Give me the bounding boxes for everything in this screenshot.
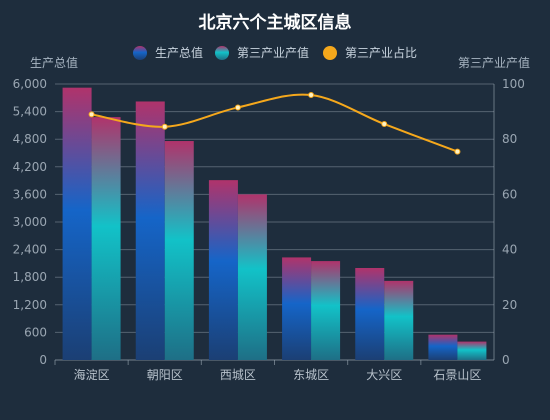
y-tick-left: 3,000 [13,215,47,229]
y-axis-left-ticks: 0 600 1,200 1,800 2,400 3,000 3,600 4,200 4,800 5… [13,77,47,367]
y-tick-left: 4,200 [13,160,47,174]
legend-label-gdp[interactable]: 生产总值 [155,45,203,60]
bar-gdp[interactable] [208,180,238,360]
bars [62,87,487,361]
ratio-point[interactable] [454,148,461,155]
bar-gdp[interactable] [428,334,458,360]
y-tick-left: 6,000 [13,77,47,91]
bar-gdp[interactable] [282,257,312,360]
bar-tertiary[interactable] [237,194,267,360]
x-tick-label: 大兴区 [366,368,402,382]
y-axis-right-ticks: 0 20 40 60 80 100 [502,77,525,367]
y-tick-right: 0 [502,353,510,367]
y-tick-right: 80 [502,132,517,146]
bar-tertiary[interactable] [311,261,341,360]
y-axis-left-label: 生产总值 [30,55,78,70]
bar-tertiary[interactable] [91,117,121,361]
bar-tertiary[interactable] [457,341,487,360]
bar-tertiary[interactable] [164,141,194,360]
bar-tertiary[interactable] [384,280,414,360]
x-tick-label: 朝阳区 [147,368,183,382]
legend-marker-ratio[interactable] [323,46,337,60]
chart-title: 北京六个主城区信息 [199,12,352,33]
y-tick-left: 5,400 [13,105,47,119]
bar-gdp[interactable] [62,87,92,361]
y-tick-left: 600 [24,325,47,339]
grid-lines [55,83,495,361]
bar-gdp[interactable] [355,268,385,360]
y-tick-left: 1,200 [13,298,47,312]
x-tick-label: 东城区 [293,368,329,382]
ratio-line-path [91,93,458,153]
ratio-point[interactable] [88,111,95,118]
bar-gdp[interactable] [135,101,165,360]
x-tick-label: 西城区 [220,368,256,382]
ratio-point[interactable] [381,121,388,128]
y-tick-right: 40 [502,243,517,257]
ratio-line [88,92,461,155]
y-tick-right: 20 [502,298,517,312]
y-axis-right-label: 第三产业产值 [458,55,530,70]
y-tick-left: 2,400 [13,243,47,257]
y-tick-left: 1,800 [13,270,47,284]
x-tick-label: 石景山区 [433,368,481,382]
legend-marker-gdp[interactable] [133,46,147,60]
ratio-point[interactable] [161,123,168,130]
x-axis-ticks: 海淀区 朝阳区 西城区 东城区 大兴区 石景山区 [54,360,481,382]
x-tick-label: 海淀区 [74,367,110,382]
legend: 生产总值 第三产业产值 第三产业占比 [133,45,417,60]
legend-label-ratio[interactable]: 第三产业占比 [345,45,417,60]
y-tick-right: 60 [502,187,517,201]
ratio-point[interactable] [234,104,241,111]
legend-label-tertiary[interactable]: 第三产业产值 [237,45,309,60]
y-tick-left: 0 [39,353,47,367]
y-tick-left: 4,800 [13,132,47,146]
y-tick-left: 3,600 [13,187,47,201]
legend-marker-tertiary[interactable] [215,46,229,60]
ratio-point[interactable] [308,92,315,99]
y-tick-right: 100 [502,77,525,91]
